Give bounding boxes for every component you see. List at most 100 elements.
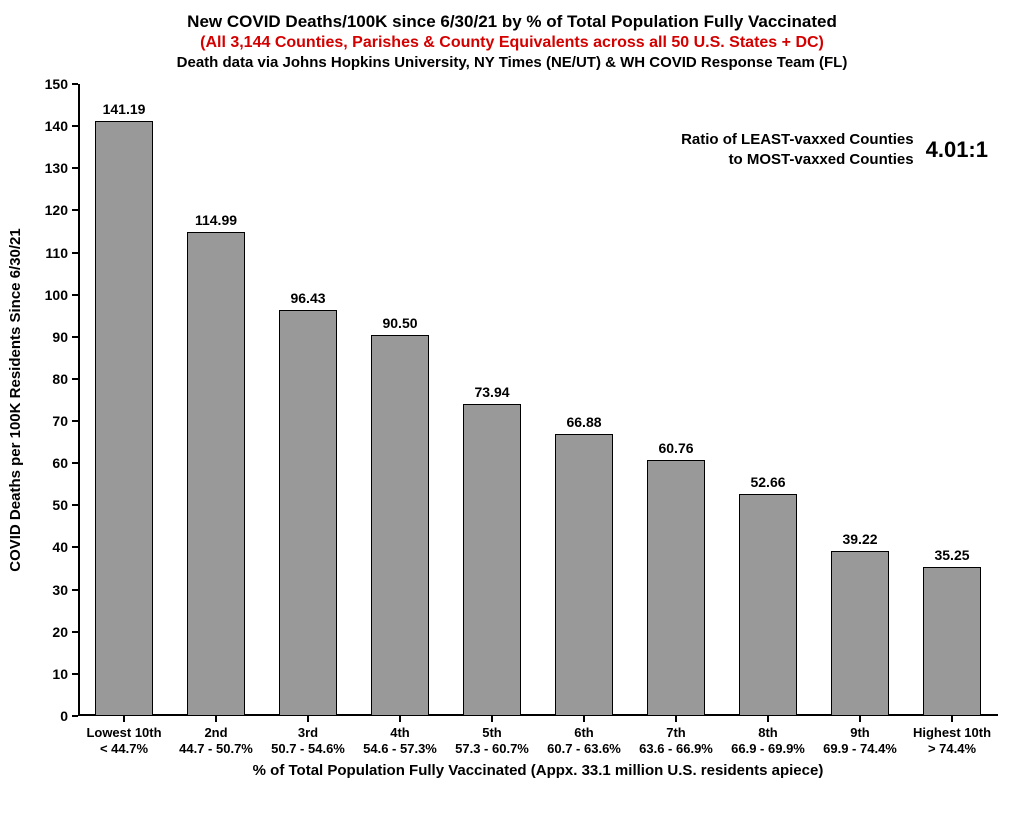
y-tick: [72, 504, 78, 506]
chart-title-sub1: (All 3,144 Counties, Parishes & County E…: [0, 34, 1024, 52]
chart-titles: New COVID Deaths/100K since 6/30/21 by %…: [0, 12, 1024, 71]
y-tick-label: 70: [52, 413, 68, 429]
x-tick: [307, 716, 309, 722]
y-tick-label: 10: [52, 666, 68, 682]
y-tick: [72, 209, 78, 211]
bar-value-label: 73.94: [474, 384, 509, 400]
x-tick-label-line2: 63.6 - 66.9%: [639, 741, 713, 757]
x-tick-label-line2: 66.9 - 69.9%: [731, 741, 805, 757]
x-tick-label: 5th57.3 - 60.7%: [455, 725, 529, 758]
bar: [923, 567, 982, 716]
x-tick-label-line1: 2nd: [179, 725, 253, 741]
bar: [739, 494, 798, 716]
y-axis-title: COVID Deaths per 100K Residents Since 6/…: [7, 228, 24, 571]
ratio-annotation-value: 4.01:1: [926, 137, 988, 163]
y-tick-label: 120: [45, 202, 68, 218]
x-tick: [859, 716, 861, 722]
x-tick-label-line2: 54.6 - 57.3%: [363, 741, 437, 757]
y-tick: [72, 378, 78, 380]
bar-value-label: 66.88: [566, 414, 601, 430]
y-tick: [72, 673, 78, 675]
bar: [555, 434, 614, 716]
bar: [463, 404, 522, 716]
x-tick-label: 7th63.6 - 66.9%: [639, 725, 713, 758]
x-tick-label-line2: 57.3 - 60.7%: [455, 741, 529, 757]
x-tick: [675, 716, 677, 722]
ratio-line-1: Ratio of LEAST-vaxxed Counties: [681, 130, 914, 150]
ratio-line-2: to MOST-vaxxed Counties: [681, 150, 914, 170]
y-tick-label: 140: [45, 118, 68, 134]
y-tick: [72, 252, 78, 254]
ratio-annotation-text: Ratio of LEAST-vaxxed Counties to MOST-v…: [681, 130, 914, 169]
x-tick-label-line2: < 44.7%: [86, 741, 161, 757]
bar-value-label: 96.43: [290, 290, 325, 306]
x-tick: [951, 716, 953, 722]
y-tick-label: 130: [45, 160, 68, 176]
bar: [187, 232, 246, 716]
y-tick: [72, 420, 78, 422]
y-tick-label: 100: [45, 287, 68, 303]
chart-title-main: New COVID Deaths/100K since 6/30/21 by %…: [0, 12, 1024, 32]
y-tick-label: 60: [52, 455, 68, 471]
plot-area: 0102030405060708090100110120130140150141…: [78, 84, 998, 716]
x-tick: [399, 716, 401, 722]
y-tick-label: 80: [52, 371, 68, 387]
x-tick: [123, 716, 125, 722]
y-tick-label: 110: [45, 245, 68, 261]
x-tick-label: Lowest 10th< 44.7%: [86, 725, 161, 758]
x-tick-label-line1: 6th: [547, 725, 621, 741]
x-tick-label: 4th54.6 - 57.3%: [363, 725, 437, 758]
chart-container: New COVID Deaths/100K since 6/30/21 by %…: [0, 0, 1024, 819]
x-tick-label-line1: 9th: [823, 725, 897, 741]
y-tick: [72, 167, 78, 169]
y-tick-label: 0: [60, 708, 68, 724]
bar: [647, 460, 706, 716]
bar-value-label: 39.22: [842, 531, 877, 547]
y-axis-line: [78, 84, 80, 716]
x-tick-label-line2: > 74.4%: [913, 741, 991, 757]
x-tick: [215, 716, 217, 722]
bar: [831, 551, 890, 716]
y-tick-label: 30: [52, 582, 68, 598]
bar: [371, 335, 430, 716]
x-tick-label-line1: 8th: [731, 725, 805, 741]
x-axis-title: % of Total Population Fully Vaccinated (…: [78, 762, 998, 779]
x-tick-label: 3rd50.7 - 54.6%: [271, 725, 345, 758]
x-tick-label-line2: 69.9 - 74.4%: [823, 741, 897, 757]
y-tick: [72, 83, 78, 85]
x-tick-label: Highest 10th> 74.4%: [913, 725, 991, 758]
x-tick-label-line1: 5th: [455, 725, 529, 741]
y-tick-label: 20: [52, 624, 68, 640]
x-tick: [583, 716, 585, 722]
x-tick-label-line1: 4th: [363, 725, 437, 741]
x-tick-label: 6th60.7 - 63.6%: [547, 725, 621, 758]
x-tick: [491, 716, 493, 722]
y-tick: [72, 125, 78, 127]
y-tick: [72, 294, 78, 296]
x-tick-label-line2: 50.7 - 54.6%: [271, 741, 345, 757]
x-tick-label-line2: 60.7 - 63.6%: [547, 741, 621, 757]
y-tick: [72, 462, 78, 464]
bar-value-label: 60.76: [658, 440, 693, 456]
x-tick-label: 9th69.9 - 74.4%: [823, 725, 897, 758]
y-tick-label: 40: [52, 539, 68, 555]
bar-value-label: 114.99: [195, 212, 237, 228]
y-tick-label: 50: [52, 497, 68, 513]
y-tick: [72, 715, 78, 717]
bar: [279, 310, 338, 716]
ratio-annotation: Ratio of LEAST-vaxxed Counties to MOST-v…: [681, 130, 988, 169]
bar-value-label: 90.50: [382, 315, 417, 331]
x-tick-label-line1: Highest 10th: [913, 725, 991, 741]
x-tick-label-line1: Lowest 10th: [86, 725, 161, 741]
x-tick-label: 8th66.9 - 69.9%: [731, 725, 805, 758]
y-tick-label: 90: [52, 329, 68, 345]
y-tick: [72, 631, 78, 633]
y-tick: [72, 336, 78, 338]
bar: [95, 121, 154, 716]
y-tick-label: 150: [45, 76, 68, 92]
x-tick-label-line2: 44.7 - 50.7%: [179, 741, 253, 757]
x-tick-label-line1: 7th: [639, 725, 713, 741]
bar-value-label: 141.19: [103, 101, 146, 117]
chart-title-sub2: Death data via Johns Hopkins University,…: [0, 54, 1024, 71]
x-tick-label: 2nd44.7 - 50.7%: [179, 725, 253, 758]
